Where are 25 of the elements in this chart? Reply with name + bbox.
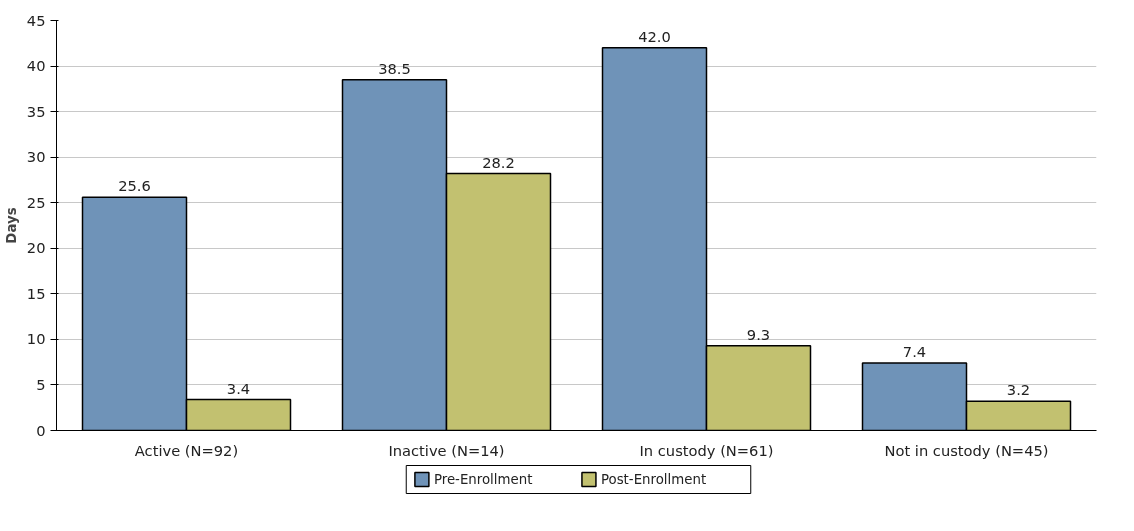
text: 28.2	[482, 153, 515, 171]
text: 42.0	[638, 27, 671, 45]
x-tick-label: Inactive (N=14)	[388, 441, 505, 459]
y-tick-label: 40	[26, 57, 46, 75]
text: 38.5	[378, 59, 411, 77]
text: 3.2	[1006, 381, 1031, 399]
x-tick-label: Not in custody (N=45)	[884, 441, 1049, 459]
y-tick-label: 5	[36, 375, 46, 393]
x-tick-label: Active (N=92)	[134, 441, 239, 459]
y-tick-label: 45	[26, 11, 46, 29]
text: 9.3	[746, 325, 771, 343]
y-tick-label: 20	[26, 239, 46, 257]
legend-label: Post-Enrollment	[600, 472, 707, 487]
y-tick-label: 25	[26, 193, 46, 211]
text: 7.4	[902, 343, 927, 361]
x-tick-label: In custody (N=61)	[639, 441, 774, 459]
text: 3.4	[226, 379, 251, 397]
text: 25.6	[118, 177, 151, 195]
y-tick-label: 0	[36, 421, 46, 439]
y-axis-title: Days	[3, 207, 19, 244]
y-tick-label: 35	[26, 102, 46, 120]
y-tick-label: 30	[26, 148, 46, 166]
legend-label: Pre-Enrollment	[433, 472, 533, 487]
y-tick-label: 15	[26, 284, 46, 302]
y-tick-label: 10	[26, 330, 46, 348]
